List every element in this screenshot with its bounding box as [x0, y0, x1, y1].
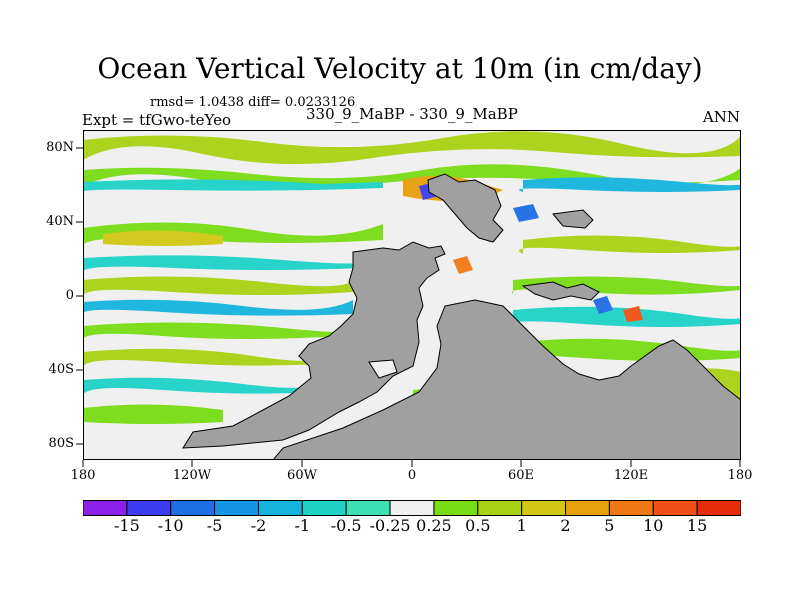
lat-label-80s: 80S	[48, 436, 74, 451]
colorbar-swatch	[170, 500, 216, 516]
map-panel	[83, 130, 741, 460]
colorbar	[83, 500, 741, 516]
colorbar-level-label: -5	[206, 516, 223, 535]
colorbar-level-label: -0.25	[369, 516, 411, 535]
island-northeast	[552, 209, 594, 229]
lon-label-180e: 180	[727, 468, 753, 483]
colorbar-swatch	[214, 500, 259, 516]
colorbar-swatch	[83, 500, 128, 516]
plot-title: Ocean Vertical Velocity at 10m (in cm/da…	[97, 52, 703, 85]
lon-label-180w: 180	[70, 468, 96, 483]
colorbar-swatch	[521, 500, 567, 516]
lat-label-40s: 40S	[48, 362, 74, 377]
colorbar-swatch	[301, 500, 347, 516]
colorbar-swatch	[433, 500, 479, 516]
map-border	[83, 130, 741, 460]
colorbar-swatch	[345, 500, 391, 516]
colorbar-level-label: 1	[516, 516, 527, 535]
island-east	[521, 281, 600, 301]
colorbar-swatch	[565, 500, 610, 516]
experiment-label: Expt = tfGwo-teYeo	[82, 111, 232, 129]
colorbar-level-label: 10	[643, 516, 664, 535]
lon-label-120w: 120W	[172, 468, 212, 483]
colorbar-swatch	[608, 500, 654, 516]
colorbar-swatch	[126, 500, 172, 516]
season-label: ANN	[702, 108, 740, 126]
colorbar-level-label: 0.25	[416, 516, 452, 535]
colorbar-level-label: 2	[560, 516, 571, 535]
lon-label-120e: 120E	[613, 468, 649, 483]
colorbar-level-label: -1	[294, 516, 311, 535]
colorbar-level-label: -15	[114, 516, 140, 535]
colorbar-swatch	[696, 500, 741, 516]
case-subtitle: 330_9_MaBP - 330_9_MaBP	[306, 105, 518, 123]
southern-lake	[368, 359, 398, 379]
rmsd-stats: rmsd= 1.0438 diff= 0.0233126	[150, 95, 356, 110]
lon-label-60w: 60W	[287, 468, 317, 483]
colorbar-level-label: 15	[686, 516, 708, 535]
lon-label-0: 0	[407, 468, 417, 483]
colorbar-level-label: 0.5	[465, 516, 491, 535]
colorbar-level-label: -10	[157, 516, 184, 535]
lat-label-0: 0	[65, 288, 74, 303]
continent-northern	[427, 173, 504, 243]
lon-label-60e: 60E	[507, 468, 535, 483]
colorbar-swatch	[477, 500, 523, 516]
colorbar-swatch	[652, 500, 698, 516]
colorbar-level-label: -0.5	[330, 516, 362, 535]
land-masses	[182, 173, 741, 460]
colorbar-level-label: -2	[250, 516, 267, 535]
colorbar-swatch	[257, 500, 303, 516]
continent-central	[182, 241, 446, 449]
colorbar-swatch	[389, 500, 435, 516]
lat-label-40n: 40N	[46, 214, 74, 229]
lat-label-80n: 80N	[46, 140, 74, 155]
continent-africa-like	[272, 299, 741, 460]
colorbar-level-label: 5	[604, 516, 615, 535]
axis-ticks	[76, 147, 741, 467]
